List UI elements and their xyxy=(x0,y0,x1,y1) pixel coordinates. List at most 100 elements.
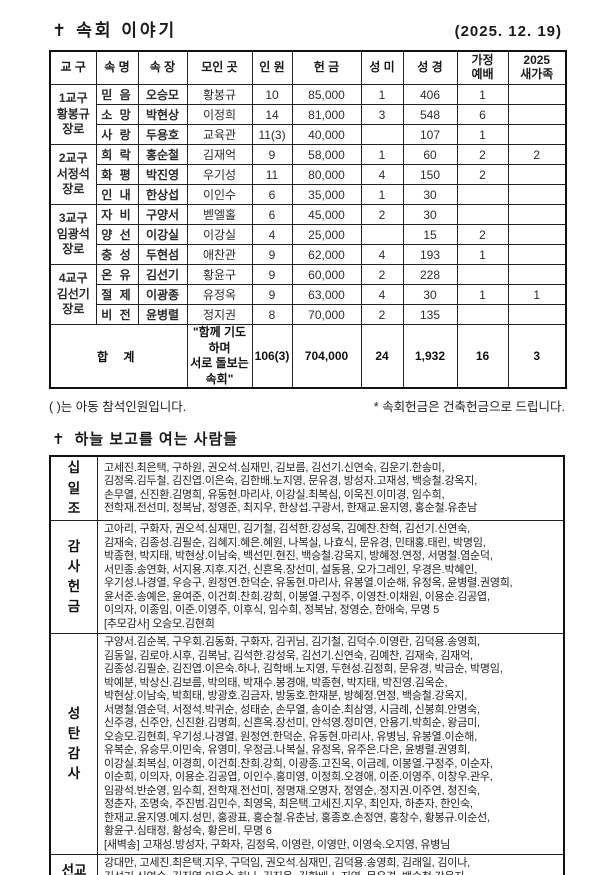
table-row: 4교구 김선기 장로 온 유 김선기 황윤구 9 60,000 2 228 xyxy=(49,264,567,325)
data-cell: 구양서 xyxy=(137,204,188,225)
name-line: 서민종.송연화, 서지용.지후.지건, 신흔옥.장선미, 설동용, 오가그레인,… xyxy=(104,563,478,576)
name-line: 오승모.김현희, 우기성.나경열, 원정연.한덕순, 유동현.마리사, 유병님,… xyxy=(104,730,478,743)
name-line: [추모감사] 오승모.김현희 xyxy=(104,617,215,630)
section-content: 고아리, 구화자, 권오석.심재민, 김기철, 김석한.강성욱, 김예찬.찬혁,… xyxy=(97,520,565,635)
header-cell: 교 구 xyxy=(49,50,97,85)
data-cell: 김선기 xyxy=(137,264,188,285)
data-cell xyxy=(360,124,404,145)
data-cell xyxy=(456,204,509,225)
data-cell: 오승모 xyxy=(137,84,188,105)
data-cell: 이광종 xyxy=(137,284,188,305)
data-cell: 양 선 xyxy=(95,224,139,245)
header-cell: 성 미 xyxy=(360,50,404,85)
name-line: 황윤구.심태정, 황성숙, 황은비, 무명 6 xyxy=(104,825,272,838)
data-cell: 정지권 xyxy=(186,304,253,325)
data-cell: 6 xyxy=(251,204,293,225)
data-cell: 1 xyxy=(456,124,509,145)
data-cell: 9 xyxy=(251,144,293,165)
header-cell: 속 장 xyxy=(137,50,188,85)
header-cell: 가정 예배 xyxy=(456,50,509,85)
data-cell: 150 xyxy=(402,164,458,185)
data-cell: 11(3) xyxy=(251,124,293,145)
data-cell: 자 비 xyxy=(95,204,139,225)
name-line: 고세진.최은택, 구하원, 권오석.심재민, 김보름, 김선기.신연숙, 김운기… xyxy=(104,461,445,474)
data-cell: 45,000 xyxy=(291,204,362,225)
table-row: 절 제 이광종 유정옥 9 63,000 4 30 1 1 xyxy=(50,284,567,305)
data-cell: 6 xyxy=(251,184,293,205)
data-cell: 2 xyxy=(456,224,509,245)
total-value-cell: 24 xyxy=(360,324,404,389)
data-cell: 63,000 xyxy=(291,284,362,305)
data-cell xyxy=(507,164,567,185)
data-cell: 11 xyxy=(251,164,293,185)
name-line: 박현상.이남숙, 박희태, 방광호.김금자, 방동호.한재분, 방혜정.연정, … xyxy=(104,690,468,703)
data-cell: 2 xyxy=(360,304,404,325)
data-cell: 윤병렬 xyxy=(137,304,188,325)
header-cell: 인 원 xyxy=(251,50,293,85)
header-cell: 성 경 xyxy=(402,50,458,85)
name-line: 유복순, 유승무.이민숙, 유영미, 우정금.나복실, 유정옥, 유주은.다은,… xyxy=(104,744,470,757)
footnotes: ( )는 아동 참석인원입니다. * 속회헌금은 건축헌금으로 드립니다. xyxy=(49,396,565,415)
data-cell xyxy=(456,264,509,285)
data-cell: 81,000 xyxy=(291,104,362,125)
page-title: ✝ 속회 이야기 xyxy=(52,16,177,41)
data-cell: 4 xyxy=(360,244,404,265)
data-cell: 14 xyxy=(251,104,293,125)
name-line: 박종현, 박지태, 박현상.이남숙, 백선민.현진, 백승철.강옥지, 방혜정.… xyxy=(104,550,493,563)
data-cell: 15 xyxy=(402,224,458,245)
table-row: 3교구 임광석 장로 자 비 구양서 벧엘홀 6 45,000 2 30 xyxy=(49,204,567,265)
table-row: 인 내 한상섭 이인수 6 35,000 1 30 xyxy=(50,184,567,205)
name-line: 손무열, 신진환.김명희, 유동현.마리사, 이강실.최복심, 이욱진.이미경,… xyxy=(104,488,445,501)
data-cell: 유정옥 xyxy=(186,284,253,305)
total-label-cell: 합 계 xyxy=(49,324,188,389)
data-cell xyxy=(507,204,567,225)
data-cell: 60 xyxy=(402,144,458,165)
section-label: 감 사 헌 금 xyxy=(49,520,98,635)
data-cell: 소 망 xyxy=(95,104,139,125)
header-cell: 헌 금 xyxy=(291,50,362,85)
name-line: 이의자, 이종임, 이준.이영주, 이후식, 임수희, 정복남, 정영순, 한애… xyxy=(104,604,440,617)
name-line: 신주경, 신주안, 신진환.김명희, 신흔옥.장선미, 안석영.정미연, 안용기… xyxy=(104,717,480,730)
name-line: 박예분, 박상신.김보름, 박의태, 박재수.봉경애, 박종현, 박지태, 박진… xyxy=(104,676,448,689)
section-row: 선교 와 나눔 강대만, 고세진.최은택.지우, 구덕임, 권오석.심재민, 김… xyxy=(49,854,565,875)
name-line: 김정옥.김두철, 김진엽.이은숙, 김한배.노지영, 문유경, 방성자.고재성,… xyxy=(104,475,478,488)
data-cell: 2 xyxy=(456,164,509,185)
data-cell xyxy=(507,304,567,325)
header-cell: 2025 새가족 xyxy=(507,50,567,85)
data-cell: 30 xyxy=(402,204,458,225)
data-cell: 8 xyxy=(251,304,293,325)
data-cell: 2 xyxy=(360,264,404,285)
data-cell: 107 xyxy=(402,124,458,145)
data-cell: 62,000 xyxy=(291,244,362,265)
data-cell: 6 xyxy=(456,104,509,125)
data-cell xyxy=(507,244,567,265)
data-cell xyxy=(360,224,404,245)
data-cell: 인 내 xyxy=(95,184,139,205)
name-line: [새벽송] 고재성.방성자, 구화자, 김정옥, 이영란, 이영만, 이영숙.오… xyxy=(104,838,451,851)
data-cell: 4 xyxy=(360,284,404,305)
data-cell: 박진영 xyxy=(137,164,188,185)
data-cell xyxy=(456,184,509,205)
data-cell: 두용호 xyxy=(137,124,188,145)
name-line: 한재교.윤지영.예지.성민, 홍광표, 홍순철.유춘남, 홍종호.손정연, 홍창… xyxy=(104,811,490,824)
name-line: 전학재.전선미, 정복남, 정영준, 최지우, 한상섭.구광서, 한재교.윤지영… xyxy=(104,502,478,515)
cross-icon: ✝ xyxy=(52,431,66,449)
data-cell xyxy=(507,104,567,125)
offering-report-table: 십 일 조 고세진.최은택, 구하원, 권오석.심재민, 김보름, 김선기.신연… xyxy=(49,455,565,875)
section-row: 감 사 헌 금 고아리, 구화자, 권오석.심재민, 김기철, 김석한.강성욱,… xyxy=(49,520,565,635)
data-cell: 80,000 xyxy=(291,164,362,185)
total-value-cell: 16 xyxy=(456,324,509,389)
section-content: 구양서.김순복, 구우회.김동화, 구화자, 김귀님, 김기철, 김덕수.이영란… xyxy=(97,633,565,856)
data-cell: 70,000 xyxy=(291,304,362,325)
group-label-cell: 3교구 임광석 장로 xyxy=(49,204,97,265)
name-line: 구양서.김순복, 구우회.김동화, 구화자, 김귀님, 김기철, 김덕수.이영란… xyxy=(104,636,480,649)
name-line: 김종성.김필순, 김진엽.이은숙.하나, 김학배.노지영, 두현성.김정희, 문… xyxy=(104,663,503,676)
data-cell: 벧엘홀 xyxy=(186,204,253,225)
data-cell: 40,000 xyxy=(291,124,362,145)
name-line: 서명철.염순덕, 서정석.박귀순, 성태순, 손무열, 송이순.최삼영, 시금례… xyxy=(104,703,480,716)
total-value-cell: 704,000 xyxy=(291,324,362,389)
name-line: 김동일, 김로아.시후, 김복남, 김석한.강성욱, 김선기.신연숙, 김예찬,… xyxy=(104,649,473,662)
data-cell: 1 xyxy=(360,84,404,105)
data-cell: 충 성 xyxy=(95,244,139,265)
